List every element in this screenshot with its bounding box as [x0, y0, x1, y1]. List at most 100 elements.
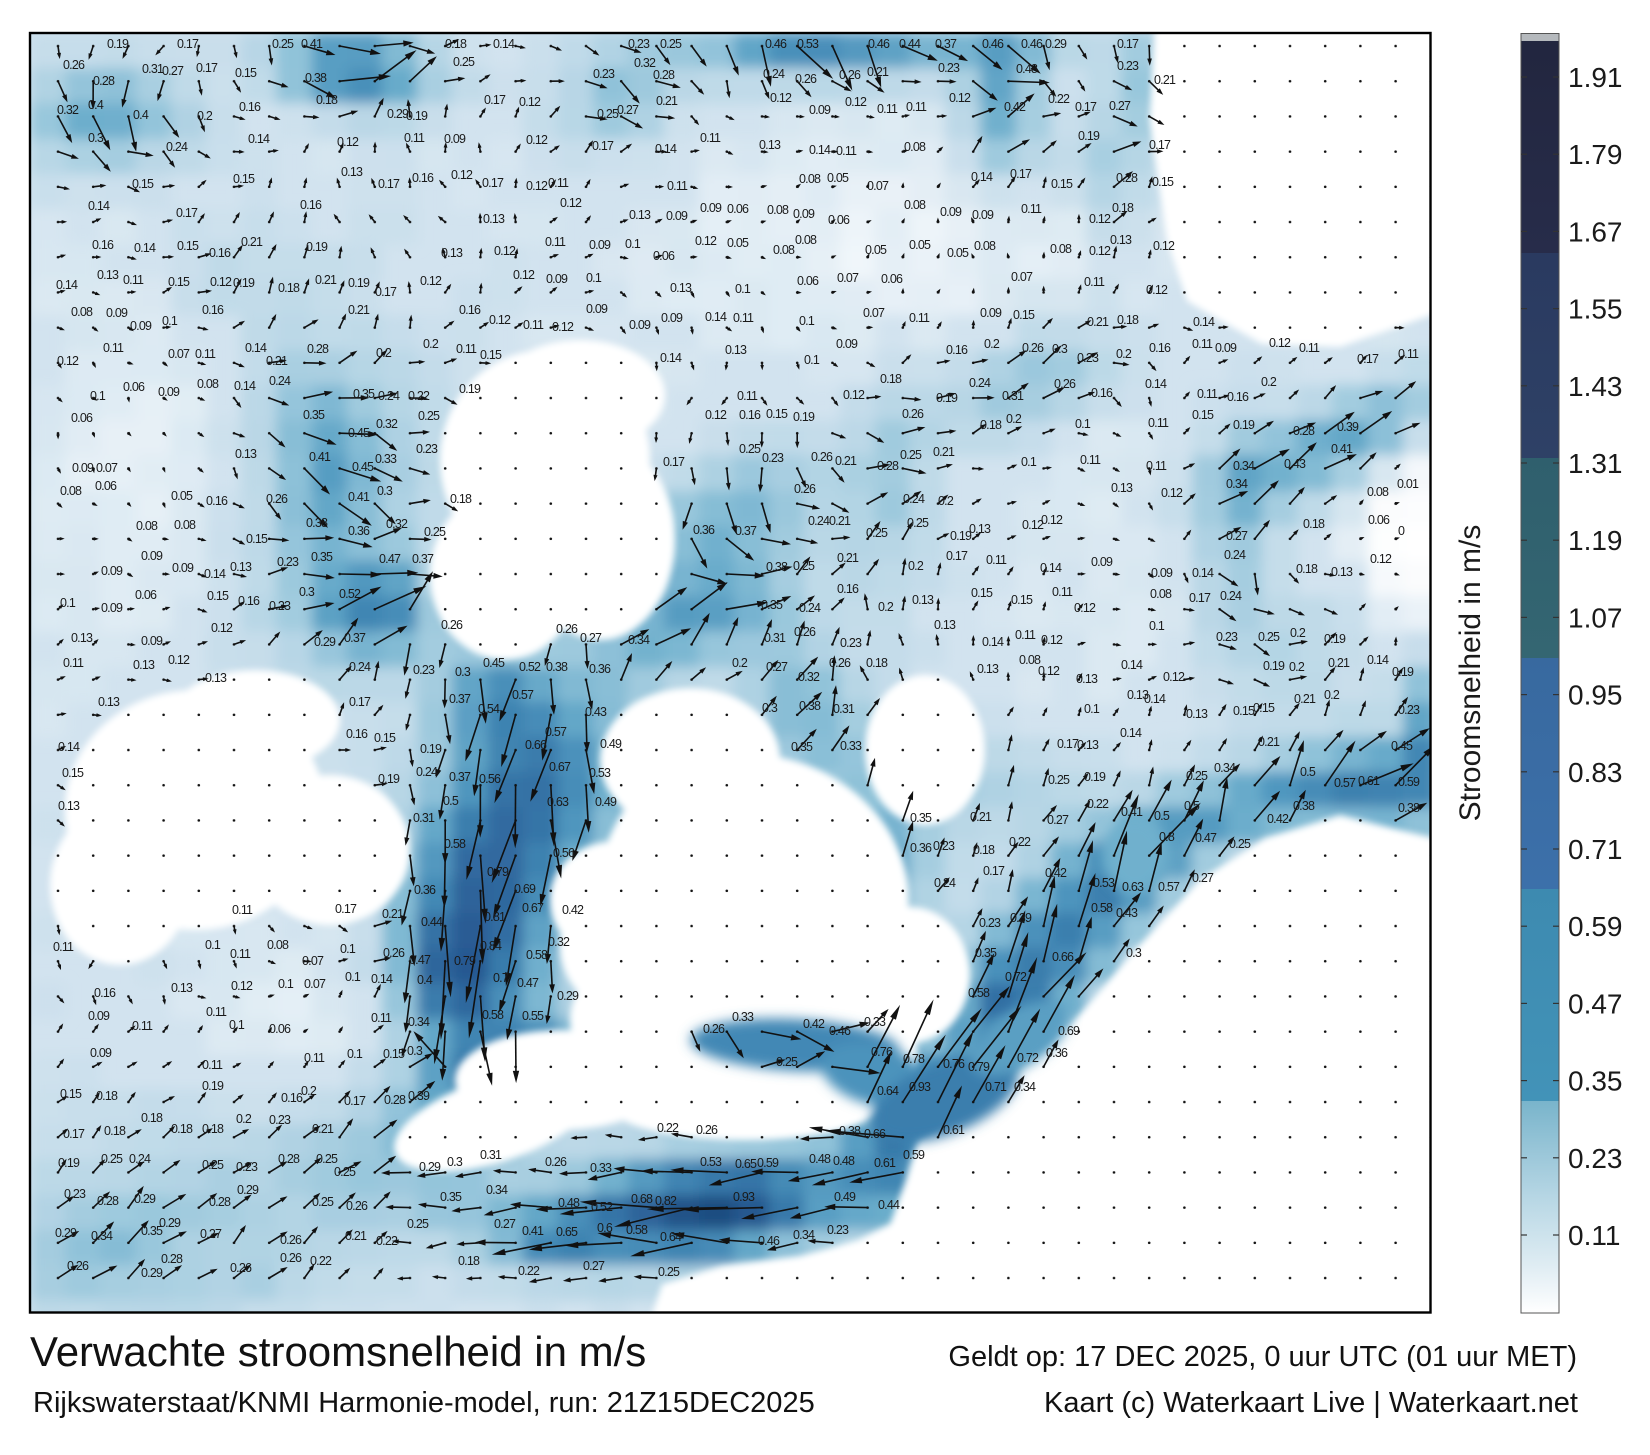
svg-text:0.09: 0.09 [141, 549, 163, 563]
svg-text:0.26: 0.26 [266, 492, 288, 506]
svg-text:0.09: 0.09 [980, 306, 1002, 320]
svg-text:0.21: 0.21 [1328, 656, 1350, 670]
svg-text:0.23: 0.23 [938, 61, 960, 75]
svg-text:0.58: 0.58 [444, 837, 466, 851]
svg-text:0.41: 0.41 [1121, 805, 1143, 819]
svg-text:0.45: 0.45 [348, 426, 370, 440]
svg-text:0.12: 0.12 [211, 621, 233, 635]
svg-text:0.48: 0.48 [833, 1154, 855, 1168]
svg-text:0.13: 0.13 [1077, 738, 1099, 752]
svg-text:0.65: 0.65 [556, 1225, 578, 1239]
svg-text:0.79: 0.79 [968, 1060, 990, 1074]
svg-text:0.05: 0.05 [171, 489, 193, 503]
svg-text:0.12: 0.12 [1038, 664, 1060, 678]
svg-text:0.37: 0.37 [735, 524, 757, 538]
svg-text:0.4: 0.4 [417, 973, 433, 987]
svg-text:0.48: 0.48 [809, 1152, 831, 1166]
svg-text:0.19: 0.19 [1078, 129, 1100, 143]
svg-text:1.91: 1.91 [1568, 62, 1623, 93]
svg-text:0.15: 0.15 [60, 1087, 82, 1101]
svg-text:0.14: 0.14 [1040, 561, 1062, 575]
svg-text:0.1: 0.1 [340, 942, 356, 956]
svg-text:0.11: 0.11 [1197, 387, 1218, 401]
svg-text:0.29: 0.29 [55, 1226, 77, 1240]
svg-text:0.58: 0.58 [1091, 901, 1113, 915]
svg-text:0.26: 0.26 [441, 618, 463, 632]
svg-text:0.22: 0.22 [408, 389, 430, 403]
svg-text:0.27: 0.27 [580, 631, 602, 645]
svg-text:0.11: 0.11 [202, 1058, 223, 1072]
svg-text:0.12: 0.12 [1041, 513, 1063, 527]
svg-text:0.37: 0.37 [935, 37, 957, 51]
svg-text:0.12: 0.12 [1089, 244, 1111, 258]
svg-text:0.31: 0.31 [480, 1148, 502, 1162]
svg-text:0.78: 0.78 [903, 1052, 925, 1066]
svg-text:0.25: 0.25 [334, 1165, 356, 1179]
svg-text:0.13: 0.13 [969, 522, 991, 536]
svg-text:0.47: 0.47 [409, 953, 431, 967]
svg-text:0.11: 0.11 [523, 318, 544, 332]
svg-text:0.14: 0.14 [56, 278, 78, 292]
svg-text:Kaart (c) Waterkaart Live | Wa: Kaart (c) Waterkaart Live | Waterkaart.n… [1044, 1387, 1578, 1419]
svg-text:0.17: 0.17 [983, 864, 1005, 878]
svg-text:0.23: 0.23 [269, 1113, 291, 1127]
svg-text:0.08: 0.08 [773, 243, 795, 257]
svg-text:0.17: 0.17 [196, 61, 218, 75]
svg-text:0.18: 0.18 [171, 1122, 193, 1136]
svg-text:0.16: 0.16 [238, 594, 260, 608]
svg-text:0.15: 0.15 [374, 731, 396, 745]
svg-text:0.25: 0.25 [202, 1158, 224, 1172]
svg-text:0.09: 0.09 [666, 209, 688, 223]
svg-text:0.14: 0.14 [1193, 315, 1215, 329]
svg-text:0.18: 0.18 [880, 372, 902, 386]
svg-text:0.25: 0.25 [101, 1152, 123, 1166]
svg-text:0.31: 0.31 [764, 631, 786, 645]
svg-text:0.14: 0.14 [245, 341, 267, 355]
svg-text:0.16: 0.16 [837, 582, 859, 596]
svg-text:0.18: 0.18 [278, 281, 300, 295]
svg-text:0.08: 0.08 [799, 172, 821, 186]
svg-text:0.09: 0.09 [101, 601, 123, 615]
svg-text:0.14: 0.14 [371, 972, 393, 986]
svg-text:0.2: 0.2 [908, 559, 924, 573]
svg-text:0.23: 0.23 [979, 916, 1001, 930]
svg-text:0.09: 0.09 [629, 318, 651, 332]
svg-text:0.46: 0.46 [829, 1024, 851, 1038]
svg-text:0.48: 0.48 [1016, 62, 1038, 76]
svg-text:0.12: 0.12 [451, 168, 473, 182]
svg-text:0.28: 0.28 [161, 1252, 183, 1266]
svg-text:0.31: 0.31 [1002, 389, 1024, 403]
svg-text:0.11: 0.11 [1192, 337, 1213, 351]
svg-text:0.1: 0.1 [804, 353, 820, 367]
svg-text:0.71: 0.71 [985, 1080, 1007, 1094]
svg-text:0.19: 0.19 [1084, 770, 1106, 784]
svg-text:0.1: 0.1 [1084, 702, 1100, 716]
svg-text:0.27: 0.27 [494, 1217, 516, 1231]
svg-text:0.26: 0.26 [545, 1155, 567, 1169]
svg-text:0.37: 0.37 [412, 552, 434, 566]
svg-text:0.23: 0.23 [628, 37, 650, 51]
svg-text:0.35: 0.35 [910, 811, 932, 825]
svg-text:0.21: 0.21 [837, 551, 859, 565]
svg-text:0.29: 0.29 [419, 1160, 441, 1174]
svg-text:0.12: 0.12 [770, 91, 792, 105]
svg-text:0.27: 0.27 [1109, 99, 1131, 113]
svg-text:0.59: 0.59 [757, 1156, 779, 1170]
svg-text:1.67: 1.67 [1568, 216, 1623, 247]
svg-text:0.07: 0.07 [1011, 270, 1033, 284]
svg-text:0.38: 0.38 [1293, 799, 1315, 813]
svg-text:0.1: 0.1 [345, 970, 361, 984]
svg-text:0.11: 0.11 [456, 342, 477, 356]
svg-text:0.13: 0.13 [171, 981, 193, 995]
svg-text:0.46: 0.46 [758, 1234, 780, 1248]
svg-text:0.07: 0.07 [837, 271, 859, 285]
svg-text:0.46: 0.46 [765, 37, 787, 51]
svg-text:0.46: 0.46 [982, 37, 1004, 51]
svg-text:0.2: 0.2 [236, 1112, 252, 1126]
svg-text:0.29: 0.29 [314, 635, 336, 649]
svg-text:1.19: 1.19 [1568, 525, 1623, 556]
svg-text:0.1: 0.1 [735, 282, 751, 296]
svg-text:0.31: 0.31 [833, 702, 855, 716]
svg-text:0.66: 0.66 [1052, 950, 1074, 964]
svg-text:0.35: 0.35 [1568, 1066, 1623, 1097]
